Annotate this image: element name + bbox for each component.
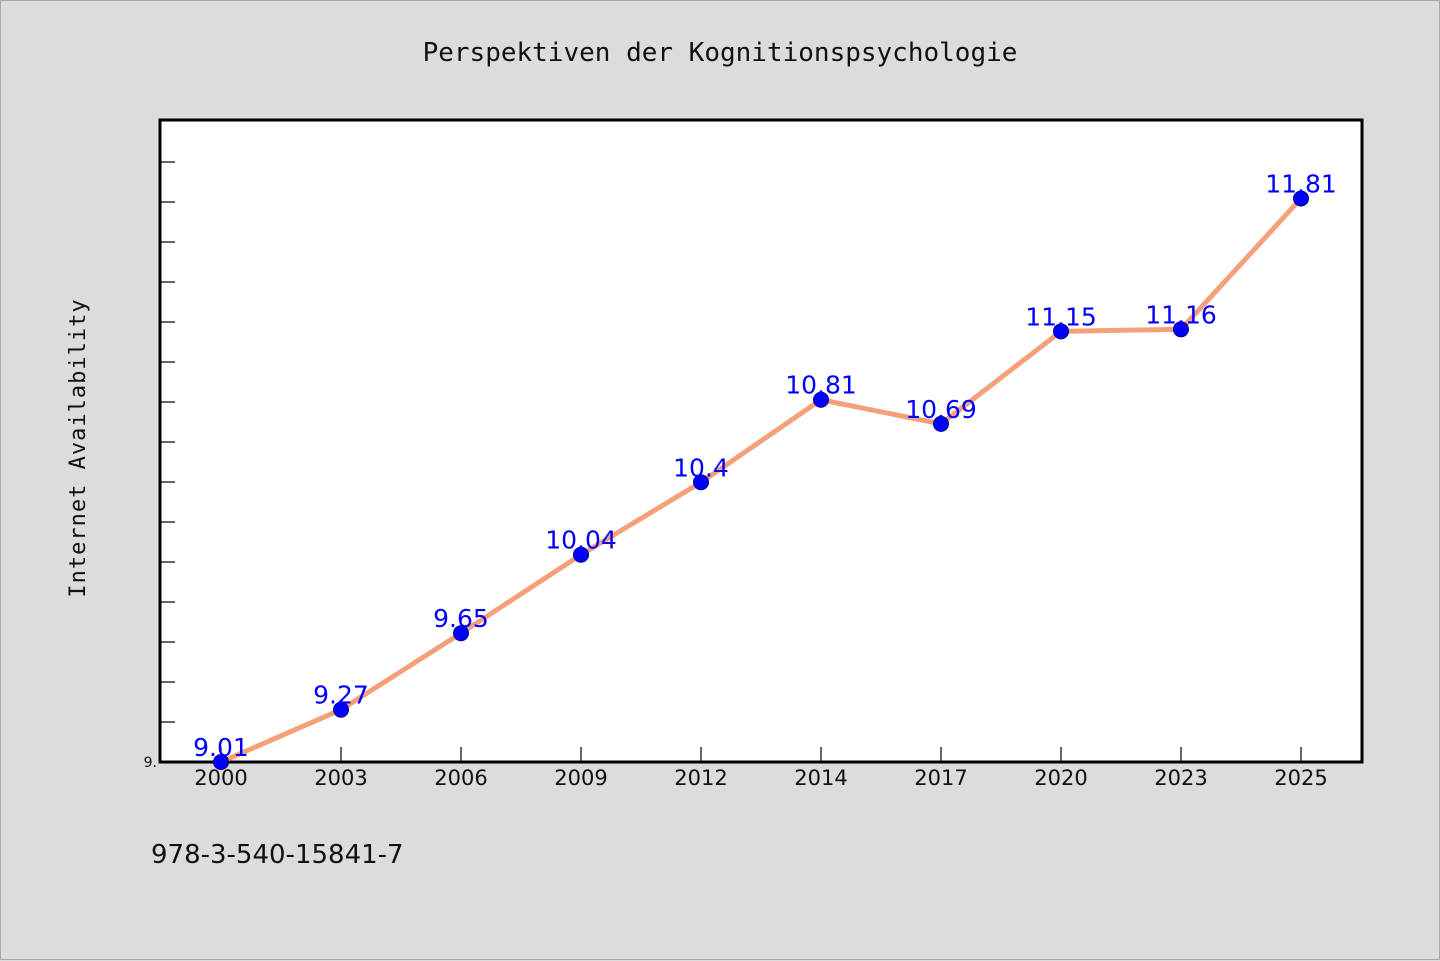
data-label: 11.15 xyxy=(1025,302,1097,331)
data-point-marker xyxy=(333,701,349,718)
data-markers xyxy=(213,190,1309,770)
data-label: 9.65 xyxy=(433,604,489,633)
x-tick-label: 2006 xyxy=(434,766,487,790)
y-axis-label: Internet Availability xyxy=(66,298,91,597)
data-label: 11.81 xyxy=(1265,169,1337,198)
data-point-marker xyxy=(813,391,829,408)
data-point-marker xyxy=(933,415,949,432)
data-label: 9.01 xyxy=(193,733,249,762)
footnote-isbn: 978-3-540-15841-7 xyxy=(151,840,404,870)
series-line xyxy=(218,195,1304,765)
data-label: 10.69 xyxy=(905,395,977,424)
data-point-marker xyxy=(1053,323,1069,340)
x-tick-label: 2017 xyxy=(914,766,967,790)
y-axis-ticks: 9. xyxy=(144,161,175,771)
x-tick-label: 2025 xyxy=(1274,766,1327,790)
x-tick-label: 2009 xyxy=(554,766,607,790)
data-label: 10.81 xyxy=(785,371,857,400)
data-point-marker xyxy=(453,625,469,642)
data-point-marker xyxy=(213,754,229,770)
chart-title: Perspektiven der Kognitionspsychologie xyxy=(423,38,1018,68)
data-label: 10.4 xyxy=(673,453,729,482)
x-tick-label: 2023 xyxy=(1154,766,1207,790)
x-tick-label: 2020 xyxy=(1034,766,1087,790)
x-tick-label: 2003 xyxy=(314,766,367,790)
data-point-marker xyxy=(693,474,709,491)
data-point-marker xyxy=(573,546,589,563)
x-tick-label: 2014 xyxy=(794,766,847,790)
data-point-marker xyxy=(1293,190,1309,207)
data-labels: 9.01 9.27 9.65 10.04 10.4 10.81 10.69 11.15 11.1… xyxy=(193,169,1337,762)
x-axis-ticks: 2000 2003 2006 2009 2012 2014 2017 2020 2023 2025 xyxy=(194,747,1328,790)
data-label: 11.16 xyxy=(1145,300,1217,329)
data-label: 10.04 xyxy=(545,526,617,555)
data-point-marker xyxy=(1173,321,1189,338)
y-tick-label: 9. xyxy=(144,755,157,771)
data-label: 9.27 xyxy=(313,681,369,710)
x-tick-label: 2012 xyxy=(674,766,727,790)
